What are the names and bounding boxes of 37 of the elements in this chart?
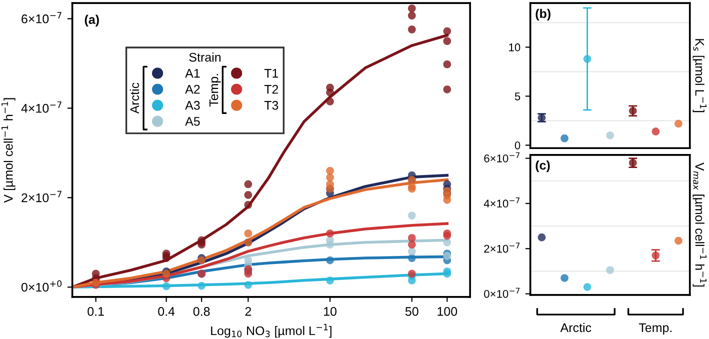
- annotation: Arctic: [130, 82, 140, 114]
- legend-label: T2: [264, 84, 278, 94]
- y-tick-label: 4×10$^{−7}$: [484, 198, 520, 208]
- x-tick-label: 0.8: [193, 307, 210, 316]
- y-tick-label: 6×10$^{−7}$: [22, 12, 62, 24]
- y-tick-label: 0×10$^{+0}$: [21, 280, 62, 292]
- y-tick-label: 0×10$^{−7}$: [484, 288, 520, 298]
- legend-label: T3: [264, 100, 278, 110]
- chart-title: (c): [536, 160, 550, 172]
- legend-title: Strain: [189, 52, 220, 62]
- y-axis-title: V [µmol cell$^{−1}$ h$^{−1}$]: [2, 98, 16, 203]
- chart-title: (b): [536, 8, 550, 21]
- text: Arctic: [560, 322, 592, 332]
- y-axis-title: K$_{s}$ [µmol L$^{−1}$]: [692, 39, 707, 112]
- y-tick-label: 2×10$^{−7}$: [484, 242, 520, 253]
- text: Temp.: [638, 323, 672, 335]
- legend-label: A1: [185, 68, 200, 78]
- annotation: Temp.: [209, 74, 221, 107]
- x-tick-label: 0.1: [88, 307, 104, 316]
- text: (a): [84, 14, 99, 26]
- y-tick-label: 0: [514, 141, 520, 150]
- y-tick-label: 2×10$^{−7}$: [22, 190, 62, 202]
- y-tick-label: 4×10$^{−7}$: [21, 101, 62, 113]
- x-tick-label: 10: [324, 307, 336, 316]
- y-tick-label: 5: [514, 92, 520, 100]
- y-tick-label: 10: [509, 43, 520, 52]
- legend-label: A5: [185, 117, 200, 126]
- y-axis-title: V$_{max}$ [µmol cell$^{−1}$ h$^{−1}$]: [692, 162, 707, 287]
- x-tick-label: 50: [405, 307, 418, 316]
- legend-label: T1: [264, 68, 278, 78]
- x-tick-label: 2: [245, 307, 252, 316]
- x-tick-label: 100: [438, 307, 458, 316]
- y-tick-label: 6×10$^{−7}$: [484, 152, 520, 162]
- x-axis-title: Log$_{10}$ NO$_{3}$ [µmol L$^{−1}$]: [211, 324, 332, 338]
- x-tick-label: 0.4: [158, 307, 175, 316]
- legend-label: A3: [185, 100, 200, 110]
- legend-label: A2: [185, 84, 200, 94]
